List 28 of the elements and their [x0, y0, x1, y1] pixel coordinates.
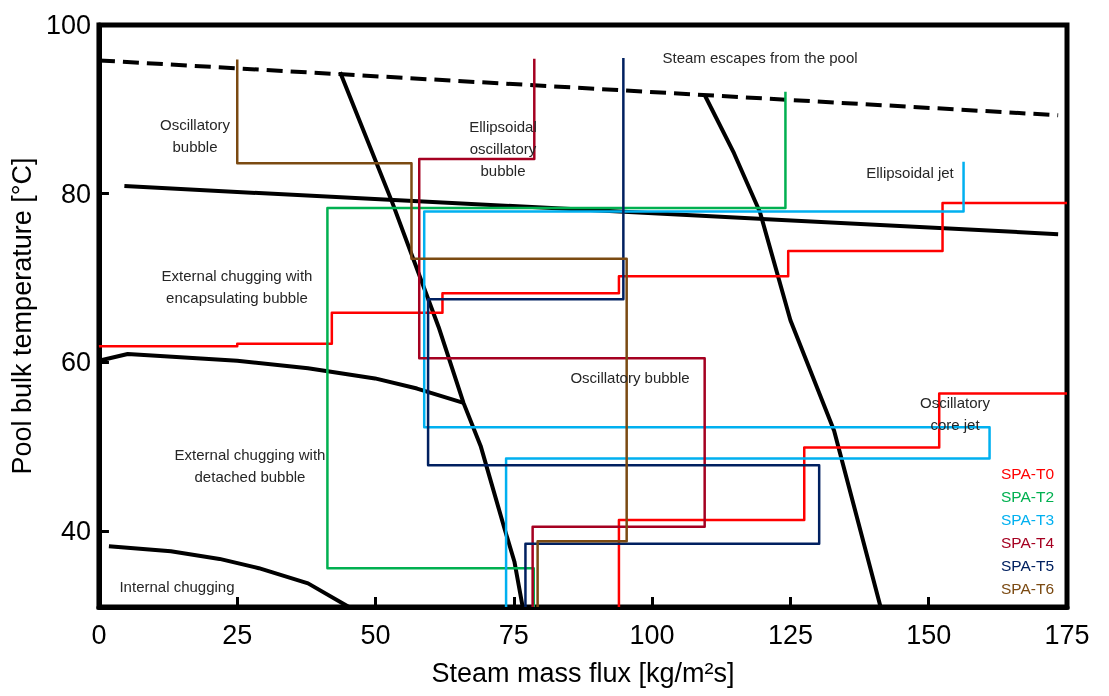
- x-tick-label: 25: [222, 619, 253, 650]
- line-series: [422, 160, 991, 609]
- x-tick-label: 125: [767, 619, 813, 650]
- text: SPA-T0: [1000, 464, 1055, 482]
- x-tick-label: 150: [906, 619, 952, 650]
- text: SPA-T4: [1000, 533, 1055, 551]
- y-tick-label: 60: [60, 347, 91, 378]
- text: SPA-T2: [1000, 487, 1055, 505]
- y-tick-label: 80: [60, 178, 91, 209]
- line-series: [326, 90, 787, 609]
- y-tick-label: 40: [60, 516, 91, 547]
- x-tick-label: 100: [629, 619, 675, 650]
- annotation: External chugging with encapsulating bubble: [161, 266, 313, 306]
- x-tick-label: 50: [360, 619, 391, 650]
- annotation: Ellipsoidal jet: [866, 163, 955, 181]
- x-axis-title: Steam mass flux [kg/m²s]: [431, 657, 735, 688]
- x-tick-label: 0: [91, 619, 107, 650]
- text: SPA-T6: [1000, 579, 1055, 597]
- x-tick-label: 175: [1044, 619, 1090, 650]
- annotation: External chugging with detached bubble: [174, 445, 326, 485]
- annotation: Oscillatory bubble: [159, 115, 231, 155]
- y-tick-label: 100: [45, 10, 91, 40]
- annotation: Steam escapes from the pool: [662, 48, 858, 66]
- annotation: Internal chugging: [119, 577, 235, 595]
- text: SPA-T3: [1000, 510, 1055, 528]
- text: SPA-T5: [1000, 556, 1055, 574]
- y-axis-title: Pool bulk temperature [°C]: [6, 157, 37, 475]
- x-tick-label: 75: [498, 619, 529, 650]
